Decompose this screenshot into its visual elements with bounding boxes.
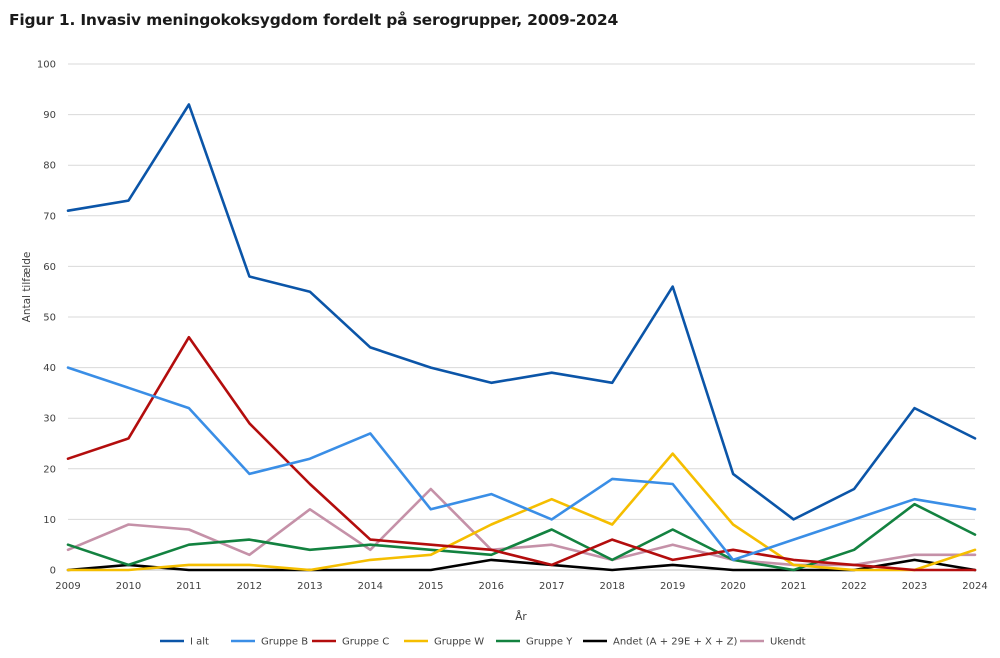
- x-tick-label: 2011: [176, 581, 201, 592]
- x-tick-label: 2023: [902, 581, 927, 592]
- legend-item-i-alt: I alt: [160, 637, 209, 648]
- x-tick-label: 2024: [962, 581, 987, 592]
- x-tick-label: 2017: [539, 581, 564, 592]
- series-line-gruppe-b: [66, 366, 977, 562]
- series-lines: [66, 103, 977, 572]
- x-tick-label: 2014: [358, 581, 383, 592]
- series-line-andet-a-29e-x-z: [66, 558, 977, 572]
- chart-title: Figur 1. Invasiv meningokoksygdom fordel…: [9, 11, 619, 29]
- legend-item-gruppe-b: Gruppe B: [231, 637, 308, 648]
- x-tick-label: 2018: [599, 581, 624, 592]
- legend-label: Gruppe W: [434, 637, 484, 648]
- gridlines: [68, 63, 975, 571]
- series-line-gruppe-y: [66, 502, 977, 572]
- x-axis-ticks: 2009 2010 2011 2012 2013 2014 2015 2016 2017 2018…: [55, 581, 987, 592]
- legend-item-gruppe-c: Gruppe C: [312, 637, 389, 648]
- y-tick-label: 50: [43, 313, 56, 324]
- legend: I alt Gruppe B Gruppe C Gruppe W Gruppe Y And…: [160, 637, 806, 648]
- y-tick-label: 30: [43, 414, 56, 425]
- y-tick-label: 90: [43, 110, 56, 121]
- x-tick-label: 2015: [418, 581, 443, 592]
- legend-item-ukendt: Ukendt: [740, 637, 806, 648]
- x-tick-label: 2009: [55, 581, 80, 592]
- y-axis-label: Antal tilfælde: [21, 252, 33, 323]
- legend-label: Andet (A + 29E + X + Z): [613, 637, 737, 648]
- y-tick-label: 80: [43, 161, 56, 172]
- y-tick-label: 100: [37, 60, 56, 71]
- y-tick-label: 0: [50, 566, 56, 577]
- x-tick-label: 2021: [781, 581, 806, 592]
- legend-item-gruppe-w: Gruppe W: [404, 637, 484, 648]
- x-tick-label: 2019: [660, 581, 685, 592]
- x-tick-label: 2013: [297, 581, 322, 592]
- x-axis-label: År: [515, 610, 527, 623]
- x-tick-label: 2016: [479, 581, 504, 592]
- series-line-gruppe-c: [66, 335, 977, 572]
- series-line-i-alt: [66, 103, 977, 521]
- y-tick-label: 20: [43, 464, 56, 475]
- x-tick-label: 2020: [720, 581, 745, 592]
- series-line-gruppe-w: [66, 452, 977, 572]
- y-axis-ticks: 0 10 20 30 40 50 60 70 80 90 100: [37, 60, 56, 577]
- legend-label: Ukendt: [770, 637, 806, 648]
- x-tick-label: 2010: [116, 581, 141, 592]
- y-tick-label: 70: [43, 211, 56, 222]
- legend-label: Gruppe B: [261, 637, 308, 648]
- y-tick-label: 60: [43, 262, 56, 273]
- legend-item-gruppe-y: Gruppe Y: [496, 637, 573, 648]
- x-tick-label: 2012: [237, 581, 262, 592]
- y-tick-label: 10: [43, 515, 56, 526]
- legend-label: Gruppe C: [342, 637, 389, 648]
- legend-item-andet-a-29e-x-z: Andet (A + 29E + X + Z): [583, 637, 737, 648]
- x-tick-label: 2022: [841, 581, 866, 592]
- legend-label: I alt: [190, 637, 209, 648]
- legend-label: Gruppe Y: [526, 637, 573, 648]
- y-tick-label: 40: [43, 363, 56, 374]
